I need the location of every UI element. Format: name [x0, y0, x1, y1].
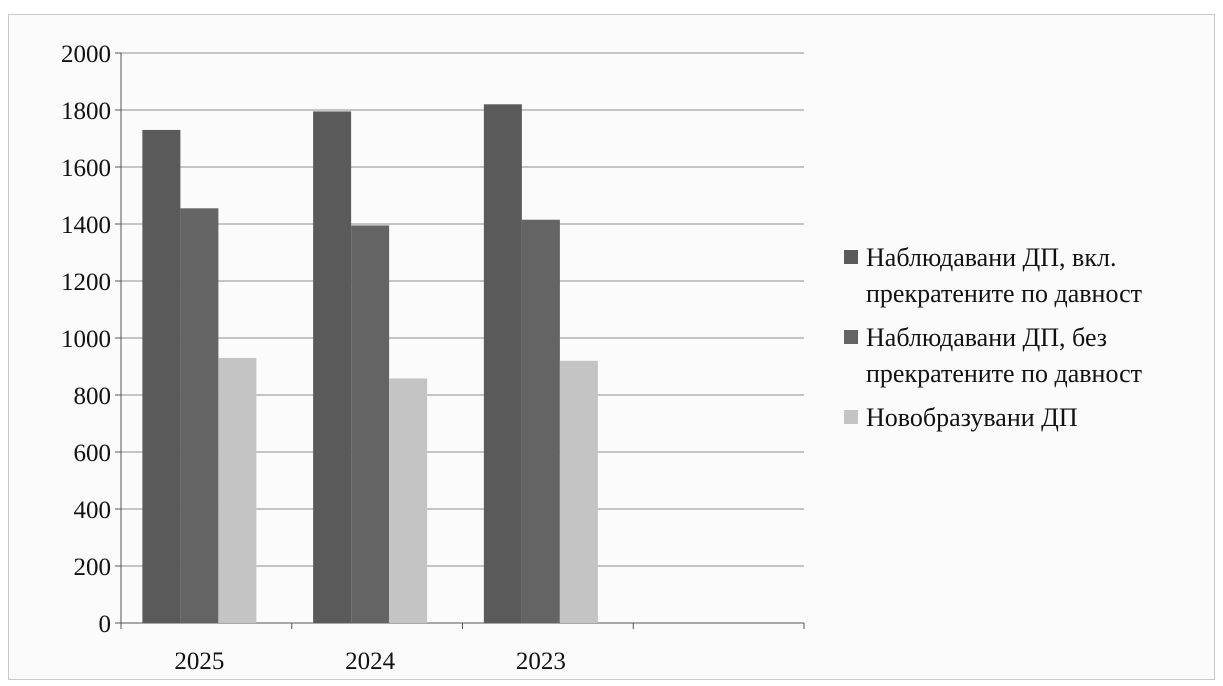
legend-label: Новобразувани ДП [866, 403, 1078, 432]
y-tick-label: 200 [74, 554, 112, 581]
y-tick-label: 1000 [61, 326, 111, 353]
y-tick-label: 0 [99, 611, 112, 638]
bar [351, 225, 390, 624]
x-tick-label: 2025 [174, 648, 224, 675]
legend-swatch [844, 330, 858, 344]
y-tick-label: 1800 [61, 98, 111, 125]
y-tick-label: 400 [74, 497, 112, 524]
y-tick-label: 800 [74, 383, 112, 410]
bar [389, 378, 428, 623]
legend-label: прекратените по давност [866, 279, 1142, 308]
axes: 0 200 400 600 800 1000 1200 1400 1600 1800 2000 202… [61, 41, 805, 675]
x-tick-label: 2023 [516, 648, 566, 675]
bar-chart: 0 200 400 600 800 1000 1200 1400 1600 1800 2000 202… [61, 41, 1142, 675]
chart-frame: 0 200 400 600 800 1000 1200 1400 1600 1800 2000 202… [8, 14, 1215, 680]
bar [521, 219, 560, 623]
legend-swatch [844, 250, 858, 264]
y-tick-label: 2000 [61, 41, 111, 68]
bars [142, 104, 598, 624]
legend: Наблюдавани ДП, вкл. прекратените по давн… [844, 243, 1142, 432]
y-tick-label: 600 [74, 440, 112, 467]
legend-label: Наблюдавани ДП, вкл. [866, 243, 1116, 272]
bar [142, 129, 181, 623]
legend-label: прекратените по давност [866, 359, 1142, 388]
y-tick-label: 1400 [61, 212, 111, 239]
legend-swatch [844, 410, 858, 424]
x-tick-label: 2024 [345, 648, 396, 675]
bar [218, 357, 257, 623]
bar [559, 360, 598, 623]
y-tick-label: 1600 [61, 155, 111, 182]
bar [180, 208, 219, 623]
bar [313, 111, 352, 624]
y-tick-label: 1200 [61, 269, 111, 296]
bar [483, 104, 522, 624]
legend-label: Наблюдавани ДП, без [866, 323, 1107, 352]
